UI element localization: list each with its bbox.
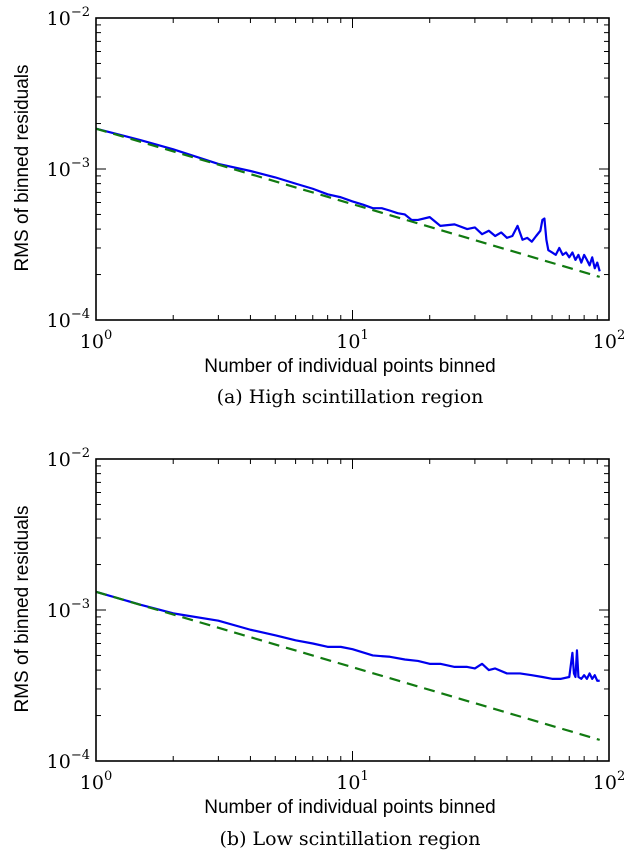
- y-axis-label: RMS of binned residuals: [12, 65, 33, 272]
- caption: (a) High scintillation region: [217, 386, 484, 408]
- chart-low-scintillation: RMS of binned residuals Number of indivi…: [12, 446, 625, 850]
- y-tick-label-exponent: −2: [71, 446, 90, 461]
- y-tick-label-base: 10: [47, 449, 71, 471]
- x-tick-label: 101: [336, 769, 368, 794]
- plot-frame: [95, 17, 610, 321]
- ticks: [95, 459, 609, 762]
- y-tick-label-base: 10: [47, 310, 71, 332]
- y-tick-label: 10−2: [47, 5, 90, 30]
- series-line-dashed: [95, 590, 601, 741]
- chart-high-scintillation: RMS of binned residuals Number of indivi…: [12, 5, 625, 408]
- y-tick-label: 10−2: [47, 446, 90, 471]
- caption: (b) Low scintillation region: [220, 828, 481, 850]
- x-tick-label: 102: [593, 769, 625, 794]
- series-group: [95, 127, 601, 278]
- series-group: [95, 590, 601, 741]
- x-tick-label-base: 10: [593, 331, 617, 353]
- y-tick-label-exponent: −2: [71, 5, 90, 20]
- y-tick-label: 10−4: [47, 307, 90, 332]
- x-tick-label-base: 10: [80, 772, 104, 794]
- x-tick-label-exponent: 2: [617, 328, 625, 343]
- x-axis-label: Number of individual points binned: [204, 356, 496, 377]
- x-tick-label: 102: [593, 328, 625, 353]
- series-line-solid: [95, 590, 600, 682]
- x-tick-label: 101: [336, 328, 368, 353]
- y-tick-label-exponent: −3: [71, 156, 90, 171]
- series-line-solid: [95, 127, 601, 272]
- x-tick-label-exponent: 1: [360, 328, 368, 343]
- ticks: [95, 18, 609, 321]
- x-axis-label: Number of individual points binned: [204, 797, 496, 818]
- y-tick-label: 10−4: [47, 748, 90, 773]
- y-tick-label: 10−3: [47, 156, 90, 181]
- y-tick-label-exponent: −3: [71, 597, 90, 612]
- y-tick-label-exponent: −4: [71, 307, 90, 322]
- plot-frame: [95, 458, 610, 762]
- y-tick-label: 10−3: [47, 597, 90, 622]
- series-line-dashed: [95, 127, 601, 278]
- x-tick-label-base: 10: [593, 772, 617, 794]
- x-tick-label-exponent: 0: [104, 328, 112, 343]
- y-tick-label-base: 10: [47, 159, 71, 181]
- x-tick-label: 100: [80, 328, 112, 353]
- x-tick-label-exponent: 0: [104, 769, 112, 784]
- x-tick-label: 100: [80, 769, 112, 794]
- y-tick-label-base: 10: [47, 8, 71, 30]
- x-tick-label-base: 10: [80, 331, 104, 353]
- y-tick-label-exponent: −4: [71, 748, 90, 763]
- x-tick-label-exponent: 1: [360, 769, 368, 784]
- y-tick-label-base: 10: [47, 751, 71, 773]
- y-tick-label-base: 10: [47, 600, 71, 622]
- x-tick-label-base: 10: [336, 331, 360, 353]
- y-axis-label: RMS of binned residuals: [12, 506, 33, 713]
- x-tick-label-base: 10: [336, 772, 360, 794]
- x-tick-label-exponent: 2: [617, 769, 625, 784]
